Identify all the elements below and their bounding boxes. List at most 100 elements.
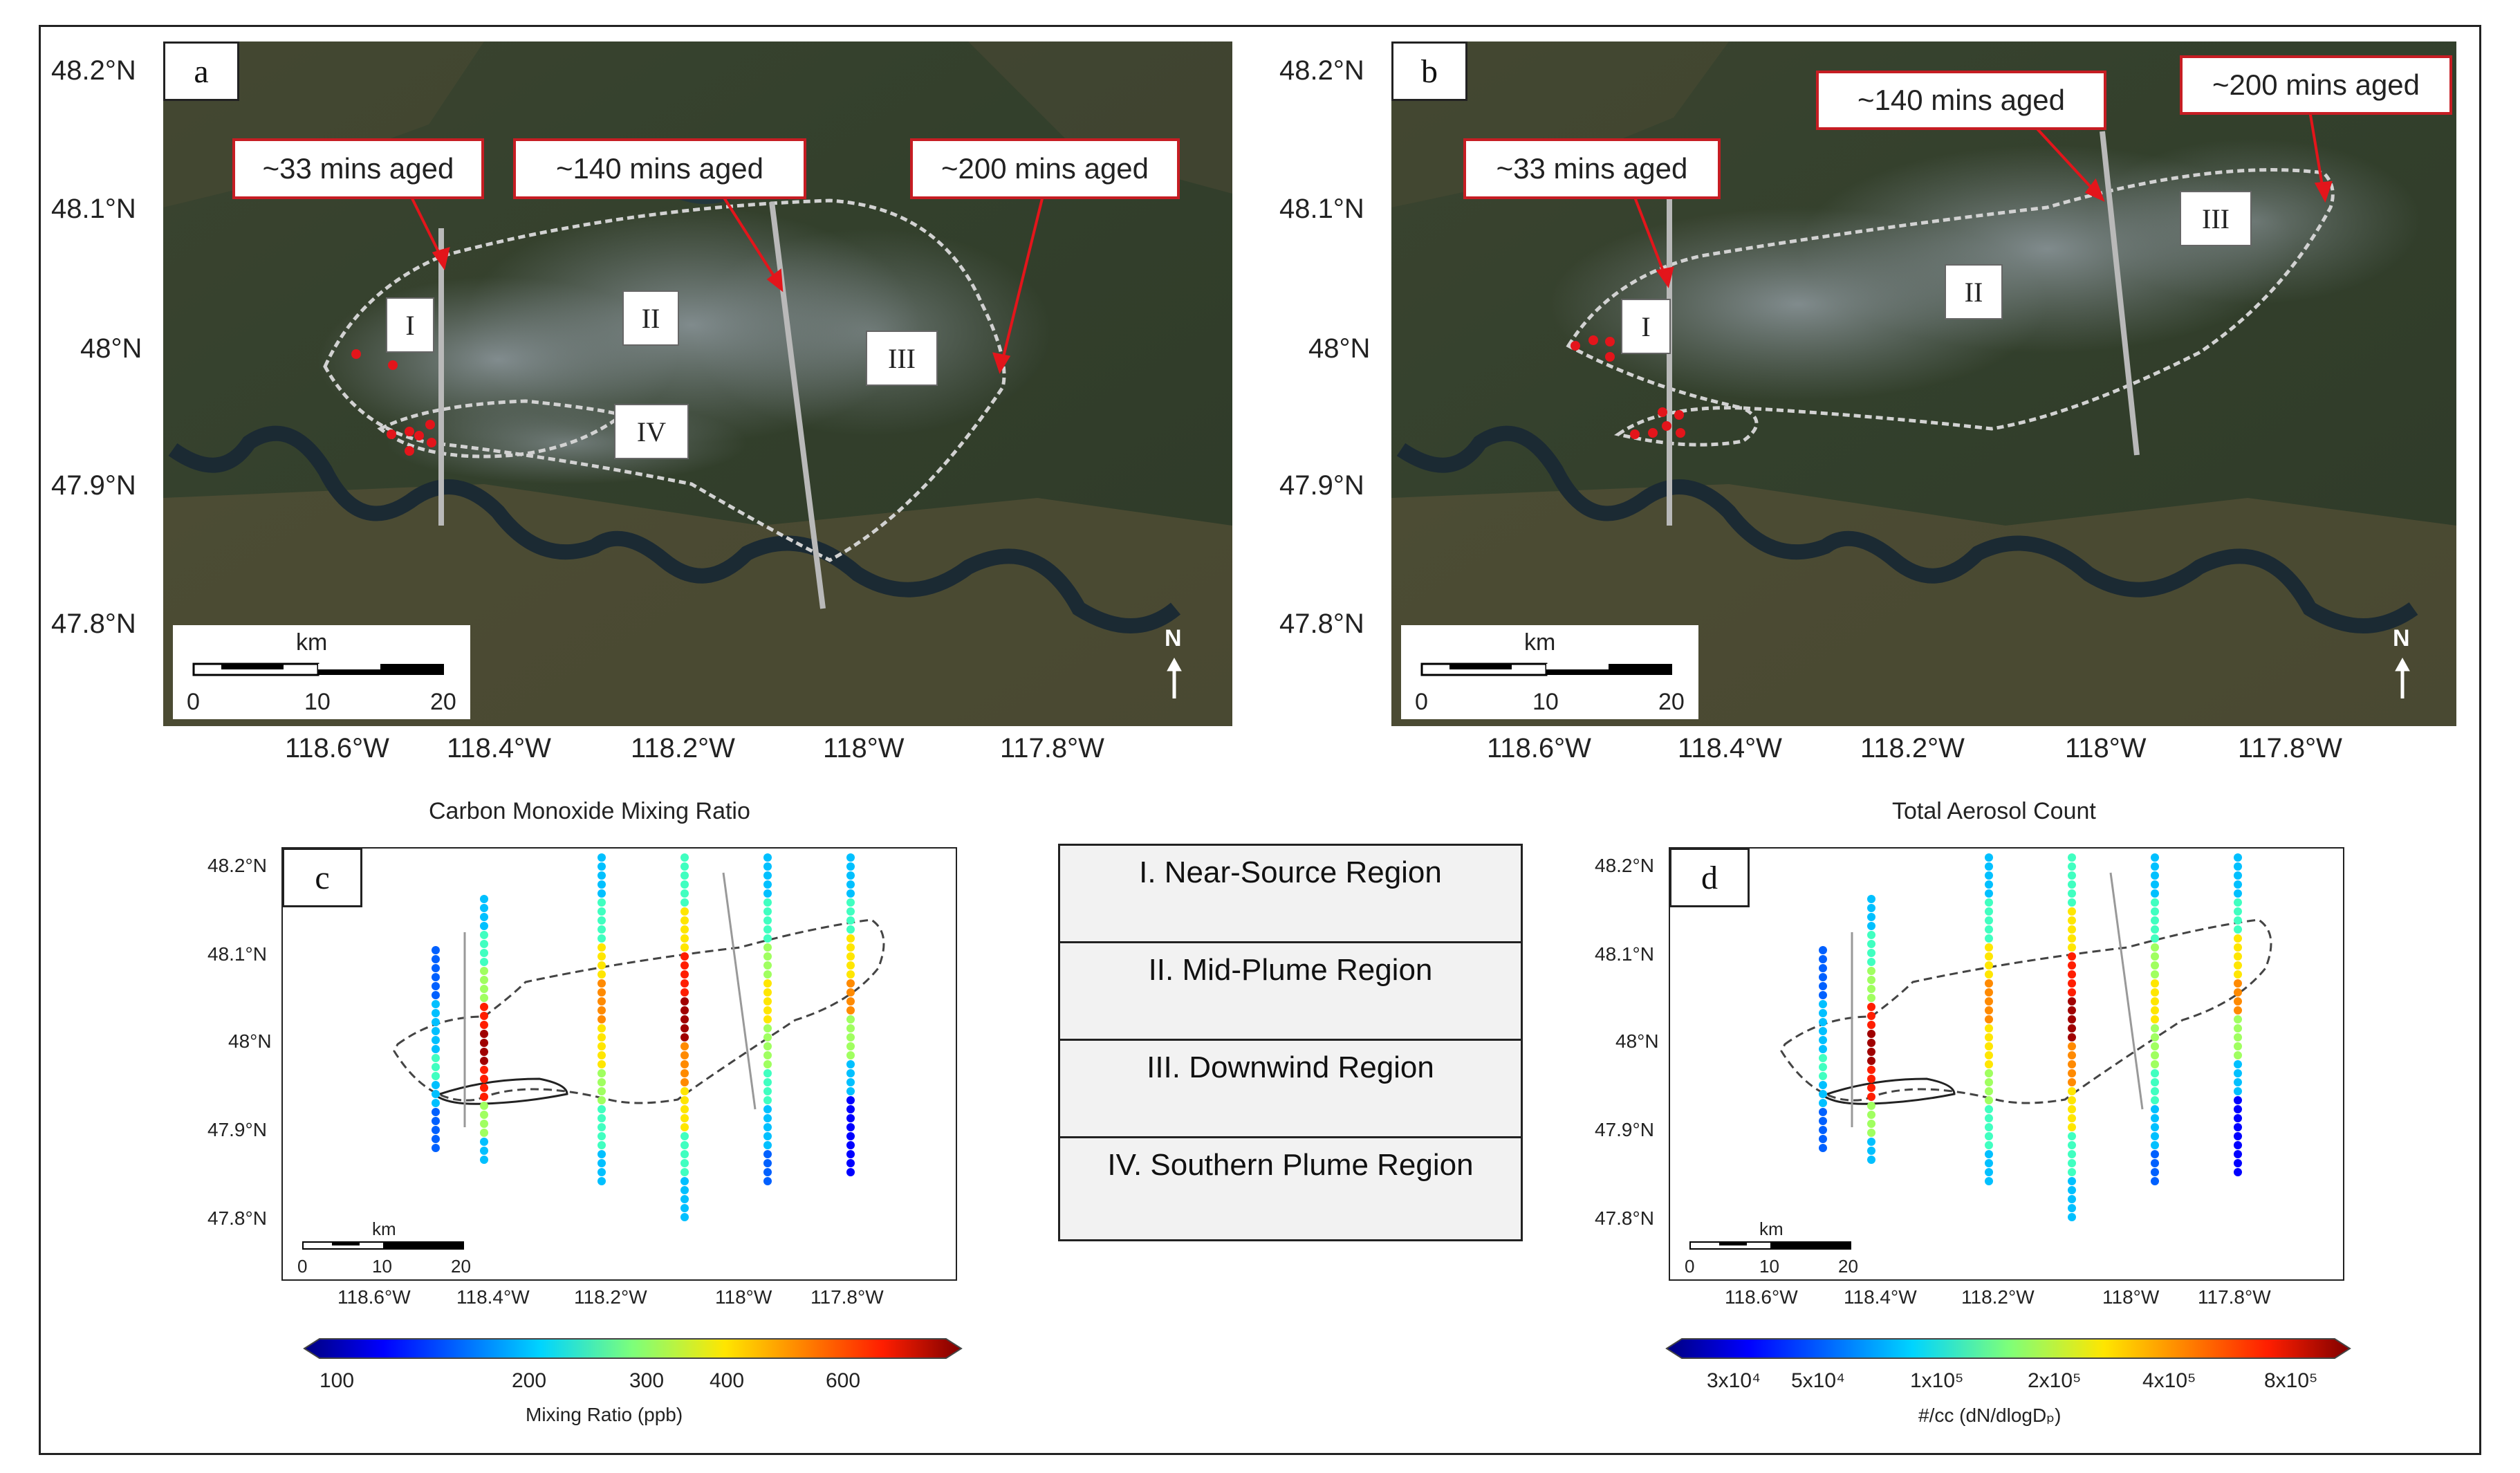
flight-track-point — [597, 952, 606, 961]
flight-track-point — [597, 862, 606, 871]
flight-track-point — [597, 853, 606, 862]
flight-track-point — [1867, 1084, 1875, 1092]
panel-b-scale-tick: 20 — [1658, 689, 1685, 715]
panel-d-title: Total Aerosol Count — [1892, 798, 2096, 824]
flight-track-point — [2151, 1114, 2159, 1122]
flight-track-point — [1867, 1138, 1875, 1146]
flight-track-point — [763, 1132, 772, 1140]
panel-a-fire-points — [351, 349, 436, 456]
flight-track-point — [680, 907, 689, 916]
flight-track-point — [2234, 1078, 2242, 1086]
panel-a-north-arrow — [1167, 657, 1182, 698]
panel-a-callout-arrows — [407, 189, 1046, 374]
flight-track-point — [763, 1105, 772, 1113]
flight-track-point — [2234, 970, 2242, 979]
panel-b-north-arrow — [2395, 657, 2410, 698]
panel-c-lon-label: 117.8°W — [810, 1286, 884, 1308]
flight-track-point — [846, 1051, 855, 1059]
flight-track-point — [2151, 1132, 2159, 1140]
flight-track-point — [1867, 1102, 1875, 1110]
panel-a-north-label: N — [1165, 625, 1182, 651]
flight-track-point — [1867, 1066, 1875, 1074]
flight-track-point — [680, 1105, 689, 1113]
flight-track-point — [2151, 961, 2159, 970]
panel-d-scale-tick: 20 — [1838, 1256, 1858, 1277]
flight-track-point — [2234, 862, 2242, 871]
flight-track-point — [1867, 904, 1875, 912]
flight-track-point — [1819, 964, 1827, 972]
flight-track-point — [2068, 1114, 2076, 1122]
flight-track-point — [2151, 1141, 2159, 1149]
flight-track-point — [1985, 997, 1993, 1006]
flight-track-point — [1985, 907, 1993, 916]
flight-track-point — [763, 1015, 772, 1023]
flight-track-point — [763, 1150, 772, 1158]
flight-track-point — [432, 1072, 440, 1080]
flight-track-point — [2234, 871, 2242, 880]
flight-track-point — [432, 955, 440, 963]
flight-track-point — [2068, 1006, 2076, 1015]
flight-track-point — [2151, 907, 2159, 916]
flight-track-point — [1985, 1087, 1993, 1095]
flight-track-point — [2068, 979, 2076, 988]
panel-a-lat-label: 48°N — [80, 333, 142, 364]
flight-track-point — [680, 934, 689, 943]
flight-track-point — [763, 1096, 772, 1104]
flight-track-point — [763, 1114, 772, 1122]
flight-track-point — [2234, 988, 2242, 997]
flight-track-point — [2234, 1132, 2242, 1140]
panel-b-lon-label: 118.4°W — [1678, 733, 1782, 763]
flight-track-point — [1867, 1093, 1875, 1101]
flight-track-point — [1985, 961, 1993, 970]
flight-track-point — [480, 913, 488, 921]
flight-track-point — [2068, 1105, 2076, 1113]
flight-track-point — [763, 1168, 772, 1176]
flight-track-point — [2234, 961, 2242, 970]
flight-track-point — [2151, 1159, 2159, 1167]
flight-track-point — [846, 925, 855, 934]
flight-track-point — [846, 1123, 855, 1131]
panel-c-lat-label: 48.2°N — [207, 855, 267, 876]
flight-track-point — [597, 1069, 606, 1077]
flight-track-point — [1819, 973, 1827, 981]
panel-a-lat-label: 47.8°N — [51, 609, 136, 639]
flight-track-point — [763, 907, 772, 916]
flight-track-point — [480, 895, 488, 903]
flight-track-point — [597, 1051, 606, 1059]
flight-track-point — [680, 1141, 689, 1149]
flight-track-point — [680, 1150, 689, 1158]
flight-track-point — [2068, 1060, 2076, 1068]
panel-d-scale-bar — [1689, 1241, 1851, 1250]
panel-d-letter: d — [1669, 848, 1750, 907]
flight-track-point — [1867, 1039, 1875, 1047]
flight-track-point — [480, 1030, 488, 1038]
panel-a-scale-tick: 0 — [187, 689, 200, 715]
flight-track-point — [2234, 943, 2242, 952]
panel-a-lat-label: 48.1°N — [51, 194, 136, 224]
flight-track-point — [1819, 1036, 1827, 1044]
flight-track-point — [1985, 1150, 1993, 1158]
flight-track-point — [432, 964, 440, 972]
flight-track-point — [480, 1048, 488, 1056]
panel-c-scale-unit: km — [372, 1219, 396, 1239]
panel-b-fire-points — [1571, 335, 1685, 439]
flight-track-point — [2234, 934, 2242, 943]
panel-c-lon-label: 118.6°W — [337, 1286, 411, 1308]
flight-track-point — [480, 958, 488, 966]
flight-track-point — [2151, 1168, 2159, 1176]
flight-track-point — [2068, 1123, 2076, 1131]
flight-track-point — [763, 952, 772, 961]
flight-track-point — [680, 1177, 689, 1185]
panel-b-north-label: N — [2393, 625, 2410, 651]
flight-track-point — [1819, 1009, 1827, 1017]
flight-track-point — [1985, 1015, 1993, 1023]
flight-track-point — [1819, 1063, 1827, 1071]
flight-track-point — [480, 1138, 488, 1146]
flight-track-point — [597, 934, 606, 943]
flight-track-point — [846, 1114, 855, 1122]
flight-track-point — [763, 1006, 772, 1015]
flight-track-point — [846, 1078, 855, 1086]
flight-track-point — [763, 1087, 772, 1095]
flight-track-point — [1867, 1147, 1875, 1155]
flight-track-point — [846, 1069, 855, 1077]
